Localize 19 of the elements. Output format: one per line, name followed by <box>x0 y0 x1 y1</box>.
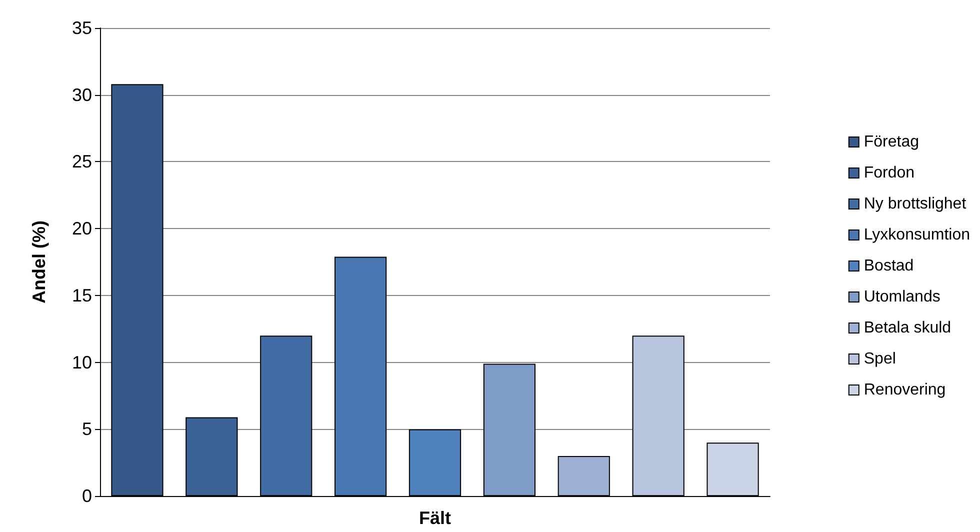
y-tick-label: 30 <box>72 84 92 105</box>
y-axis-title: Andel (%) <box>29 220 49 304</box>
legend-label: Bostad <box>864 258 914 274</box>
x-axis-title: Fält <box>418 508 452 528</box>
y-tick-label: 35 <box>72 18 92 38</box>
y-tick-label: 0 <box>82 486 92 506</box>
legend-label: Ny brottslighet <box>864 196 967 212</box>
legend-label: Företag <box>864 134 920 150</box>
y-tick-label: 15 <box>72 285 92 306</box>
y-tick-label: 5 <box>82 419 92 440</box>
legend-label: Lyxkonsumtion <box>864 226 970 244</box>
y-tick-label: 25 <box>72 152 92 172</box>
legend-label: Fordon <box>864 164 915 182</box>
legend-label: Renovering <box>864 382 946 398</box>
legend-label: Betala skuld <box>864 320 952 336</box>
y-tick-label: 20 <box>72 218 92 239</box>
y-tick-label: 10 <box>72 352 92 372</box>
legend-label: Utomlands <box>864 288 940 306</box>
legend-label: Spel <box>864 350 896 368</box>
